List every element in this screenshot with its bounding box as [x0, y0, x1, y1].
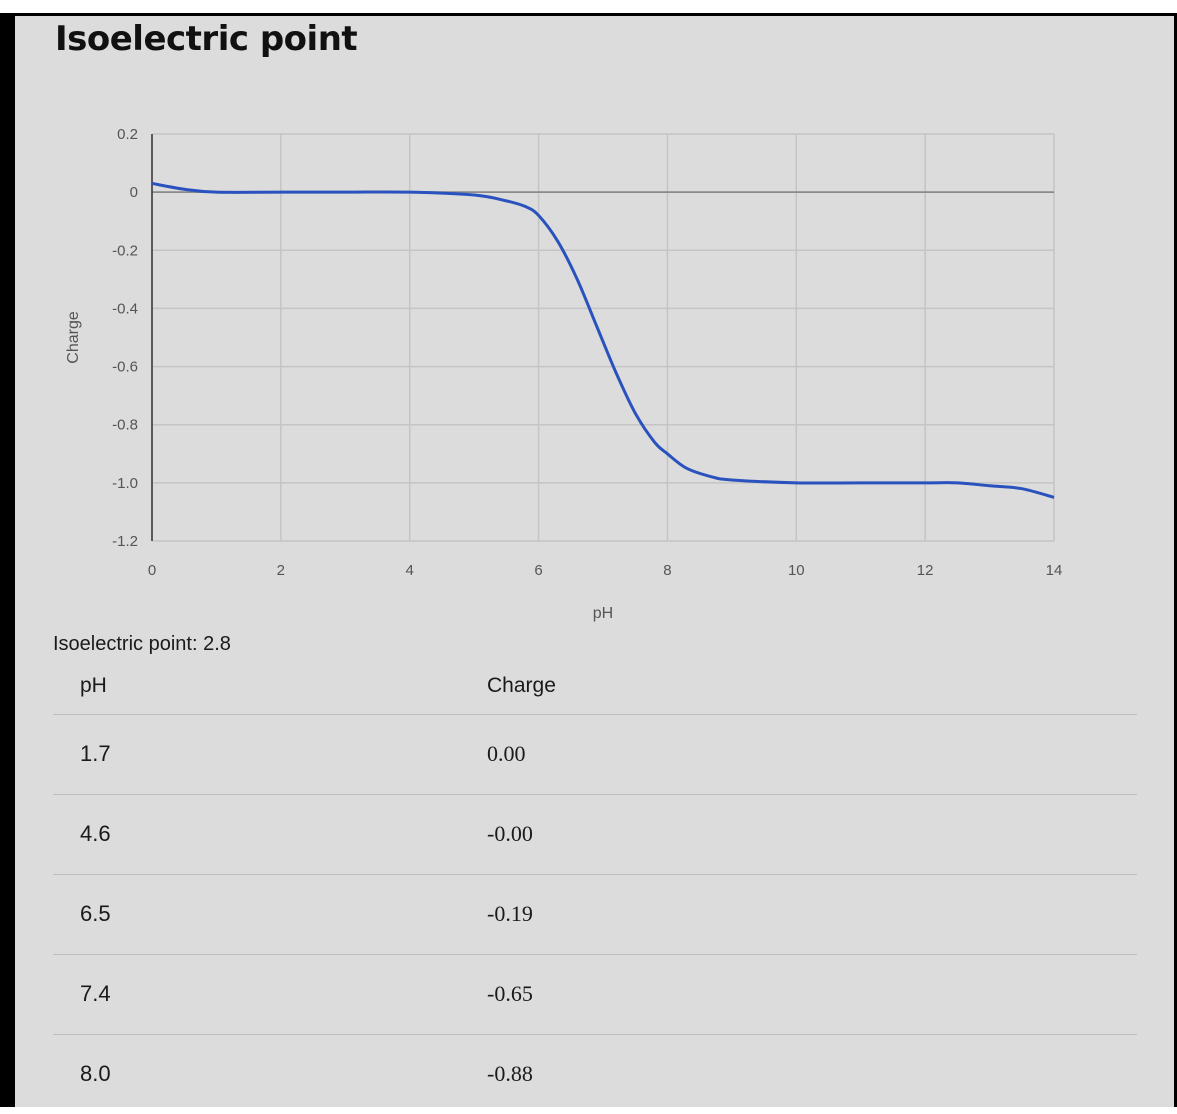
panel: Isoelectric point 0 2 4 6 8 10 12 14 0.2 0 -0.2 -0.… — [0, 13, 1177, 1107]
y-tick-label: -0.2 — [112, 242, 138, 259]
chart-series — [151, 181, 1055, 499]
x-tick-label: 6 — [534, 562, 542, 579]
y-tick-label: -0.4 — [112, 300, 138, 317]
y-tick-label: -1.2 — [112, 533, 138, 550]
x-tick-label: 2 — [277, 562, 285, 579]
isoelectric-point-label: Isoelectric point: 2.8 — [53, 633, 231, 655]
table-row: 1.7 0.00 — [53, 715, 1137, 795]
cell-ph: 4.6 — [80, 821, 111, 846]
table-header: pH Charge — [53, 666, 1137, 715]
x-tick-label: 12 — [917, 562, 934, 579]
cell-charge: -0.19 — [487, 901, 533, 926]
cell-ph: 6.5 — [80, 901, 111, 926]
cell-ph: 8.0 — [80, 1061, 111, 1086]
x-tick-label: 8 — [663, 562, 671, 579]
table-row: 7.4 -0.65 — [53, 955, 1137, 1035]
cell-ph: 7.4 — [80, 981, 111, 1006]
cell-charge: 0.00 — [487, 741, 526, 766]
x-axis-title: pH — [593, 605, 613, 622]
cell-charge: -0.00 — [487, 821, 533, 846]
table-row: 4.6 -0.00 — [53, 795, 1137, 875]
chart-labels: 0 2 4 6 8 10 12 14 0.2 0 -0.2 -0.4 -0.6 -0.8 -1.0 -1.2 p… — [65, 126, 1062, 622]
column-header-ph: pH — [80, 674, 107, 697]
column-header-charge: Charge — [487, 674, 556, 697]
chart-grid — [151, 133, 1055, 542]
y-tick-label: 0 — [130, 184, 138, 201]
y-tick-label: -0.8 — [112, 417, 138, 434]
y-axis-title: Charge — [65, 311, 82, 364]
table-row: 8.0 -0.88 — [53, 1035, 1137, 1114]
cell-charge: -0.65 — [487, 981, 533, 1006]
x-tick-label: 0 — [148, 562, 156, 579]
y-tick-label: -1.0 — [112, 475, 138, 492]
x-tick-label: 10 — [788, 562, 805, 579]
table-row: 6.5 -0.19 — [53, 875, 1137, 955]
cell-ph: 1.7 — [80, 741, 111, 766]
x-tick-label: 14 — [1046, 562, 1063, 579]
charge-chart: 0 2 4 6 8 10 12 14 0.2 0 -0.2 -0.4 -0.6 -0.8 -1.0 -1.2 p… — [65, 126, 1062, 622]
charge-table: pH Charge 1.7 0.00 4.6 -0.00 6.5 -0.19 7… — [53, 666, 1137, 1114]
y-tick-label: -0.6 — [112, 359, 138, 376]
cell-charge: -0.88 — [487, 1061, 533, 1086]
charge-curve — [151, 181, 1055, 499]
page-title: Isoelectric point — [55, 19, 358, 59]
x-tick-label: 4 — [406, 562, 414, 579]
y-tick-label: 0.2 — [117, 126, 138, 143]
